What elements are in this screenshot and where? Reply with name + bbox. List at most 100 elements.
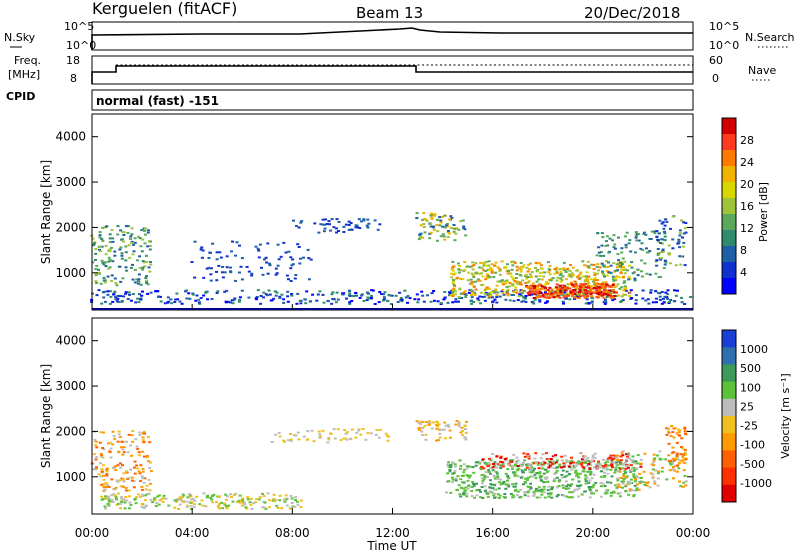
power-echo-cell (155, 290, 159, 293)
power-echo-cell (541, 286, 545, 289)
velocity-echo-cell (461, 430, 464, 432)
velocity-echo-cell (668, 469, 672, 472)
velocity-echo-cell (618, 485, 622, 488)
colorbar-swatch (722, 214, 736, 231)
y-tick-label: 1000 (55, 266, 86, 280)
power-echo-cell (191, 292, 195, 295)
velocity-echo-cell (580, 458, 584, 461)
power-echo-cell (559, 287, 563, 290)
power-echo-cell (660, 302, 664, 305)
velocity-echo-cell (271, 499, 275, 502)
power-echo-cell (311, 293, 315, 296)
power-echo-cell (144, 227, 148, 230)
power-echo-cell (382, 293, 385, 296)
power-echo-cell (267, 289, 271, 292)
power-echo-cell (565, 286, 569, 289)
power-echo-cell (104, 261, 108, 264)
power-echo-cell (366, 218, 370, 221)
power-echo-cell (525, 285, 529, 287)
velocity-echo-cell (446, 463, 450, 466)
velocity-echo-cell (188, 493, 191, 496)
velocity-echo-cell (677, 431, 681, 434)
power-echo-cell (269, 299, 273, 302)
velocity-echo-cell (147, 492, 151, 495)
velocity-echo-cell (610, 463, 614, 465)
power-echo-cell (489, 266, 492, 269)
power-echo-cell (484, 278, 488, 281)
velocity-echo-cell (673, 465, 677, 467)
power-echo-cell (268, 262, 271, 265)
velocity-echo-cell (558, 463, 562, 466)
power-echo-cell (137, 280, 141, 283)
power-echo-cell (221, 276, 225, 279)
power-echo-cell (678, 234, 682, 237)
power-echo-cell (483, 289, 487, 292)
power-echo-cell (504, 266, 508, 269)
power-echo-cell (443, 226, 447, 229)
power-echo-cell (218, 251, 222, 254)
power-echo-cell (336, 298, 340, 301)
velocity-echo-cell (210, 498, 214, 501)
power-echo-cell (268, 264, 272, 267)
power-echo-cell (128, 256, 132, 259)
power-echo-cell (225, 266, 229, 269)
power-echo-cell (555, 266, 559, 269)
velocity-echo-cell (529, 486, 533, 489)
velocity-echo-cell (278, 494, 282, 497)
power-echo-cell (442, 235, 446, 238)
velocity-echo-cell (549, 461, 553, 464)
power-echo-cell (322, 230, 326, 233)
velocity-echo-cell (665, 478, 669, 481)
power-echo-cell (482, 264, 486, 267)
velocity-echo-cell (497, 487, 501, 490)
power-echo-cell (109, 246, 113, 249)
velocity-echo-cell (665, 427, 669, 430)
power-echo-cell (321, 293, 325, 296)
power-echo-cell (223, 290, 227, 293)
power-echo-cell (527, 268, 531, 271)
velocity-echo-cell (632, 475, 636, 478)
velocity-echo-cell (628, 463, 632, 466)
power-echo-cell (559, 280, 563, 283)
power-echo-cell (570, 272, 574, 275)
velocity-echo-cell (584, 478, 588, 481)
power-echo-cell (532, 302, 536, 305)
velocity-echo-cell (161, 500, 165, 503)
power-echo-cell (120, 254, 124, 257)
power-echo-cell (492, 276, 496, 278)
power-echo-cell (596, 279, 599, 282)
power-echo-cell (667, 252, 671, 255)
power-echo-cell (502, 293, 506, 296)
power-echo-cell (548, 286, 552, 289)
power-echo-cell (578, 273, 582, 276)
power-echo-cell (466, 279, 470, 282)
colorbar-swatch (722, 198, 736, 215)
power-echo-cell (663, 259, 667, 262)
beam-title: Beam 13 (356, 4, 423, 22)
velocity-echo-cell (532, 491, 536, 494)
power-echo-cell (449, 215, 453, 218)
power-echo-cell (378, 223, 382, 226)
velocity-echo-cell (676, 457, 680, 460)
power-echo-cell (668, 253, 672, 256)
velocity-echo-cell (538, 475, 542, 477)
power-echo-cell (689, 296, 693, 298)
velocity-echo-cell (487, 470, 491, 473)
velocity-echo-cell (261, 492, 264, 495)
velocity-echo-cell (519, 495, 523, 498)
power-echo-cell (599, 286, 603, 289)
power-echo-cell (544, 301, 548, 304)
velocity-echo-cell (504, 472, 508, 475)
velocity-echo-cell (100, 483, 104, 486)
velocity-echo-cell (496, 475, 500, 478)
power-echo-cell (608, 237, 612, 240)
velocity-echo-cell (533, 467, 536, 470)
velocity-echo-cell (130, 454, 134, 457)
velocity-echo-cell (656, 472, 660, 475)
velocity-echo-cell (460, 474, 464, 477)
power-echo-cell (485, 273, 489, 276)
power-echo-cell (451, 260, 455, 263)
velocity-echo-cell (588, 489, 592, 492)
power-echo-cell (433, 213, 437, 216)
power-echo-cell (329, 229, 332, 232)
